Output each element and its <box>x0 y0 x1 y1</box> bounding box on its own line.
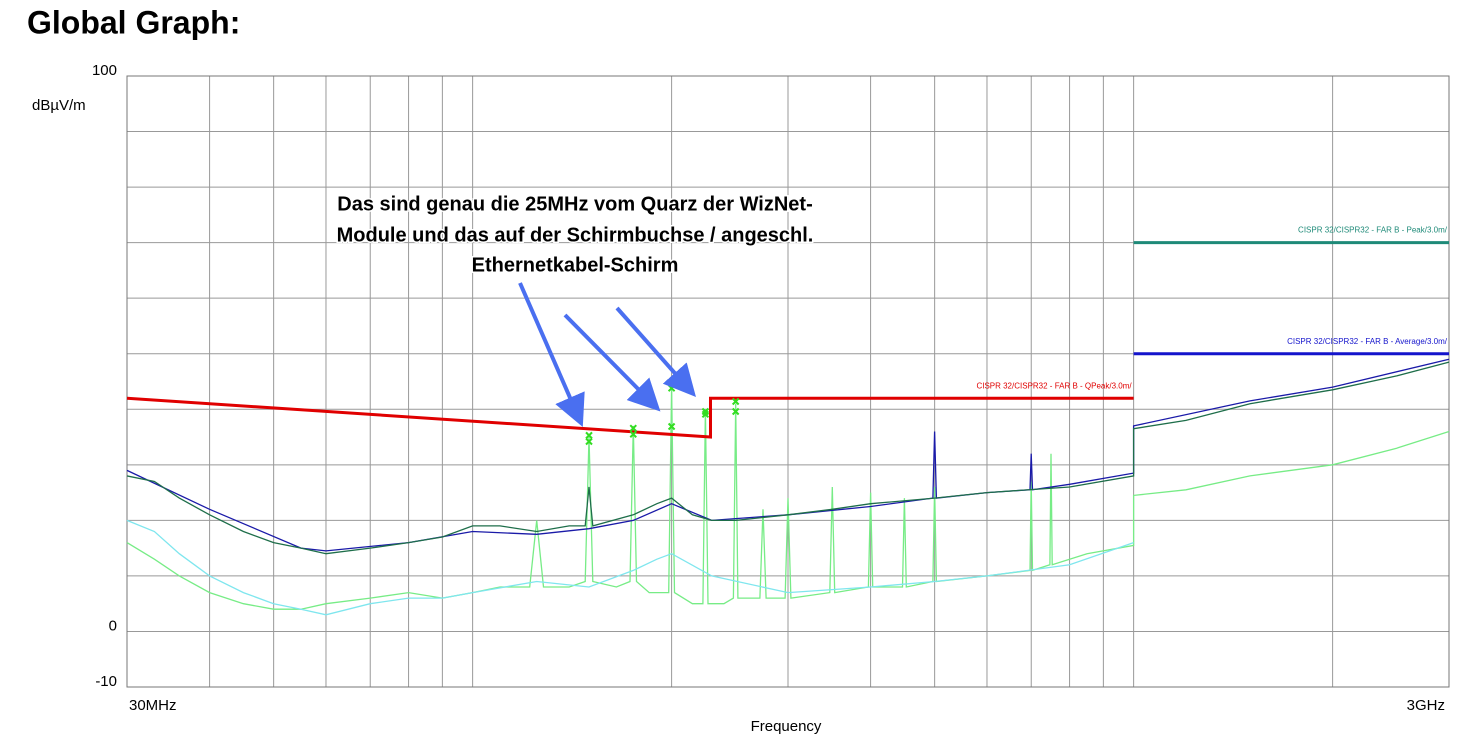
arrow <box>563 313 661 412</box>
y-tick-label: 100 <box>92 62 117 79</box>
page-title: Global Graph: <box>27 4 240 40</box>
marker <box>585 437 593 446</box>
y-tick-label: 0 <box>109 617 117 634</box>
limit-label: CISPR 32/CISPR32 - FAR B - QPeak/3.0m/ <box>976 381 1132 390</box>
marker <box>731 407 740 416</box>
marker <box>731 397 740 406</box>
annotation-arrows <box>518 282 696 427</box>
annotation-line: Ethernetkabel-Schirm <box>472 254 679 276</box>
x-axis-label: Frequency <box>751 718 822 735</box>
marker <box>585 431 593 440</box>
marker <box>629 430 637 438</box>
marker <box>629 424 637 432</box>
y-axis-unit: dBµV/m <box>32 97 86 114</box>
y-tick-label: -10 <box>95 673 117 690</box>
x-tick-label: 3GHz <box>1407 697 1445 714</box>
x-tick-label: 30MHz <box>129 697 177 714</box>
limit-line <box>126 396 1134 439</box>
plot-frame <box>126 75 1450 688</box>
plot-area: CISPR 32/CISPR32 - FAR B - QPeak/3.0m/CI… <box>126 75 1450 688</box>
arrow <box>615 306 696 397</box>
arrow <box>518 282 585 427</box>
limit-label: CISPR 32/CISPR32 - FAR B - Average/3.0m/ <box>1287 337 1448 346</box>
trace <box>126 519 1134 616</box>
marker <box>701 410 710 418</box>
trace <box>126 361 1450 555</box>
marker <box>667 422 676 431</box>
limit-label: CISPR 32/CISPR32 - FAR B - Peak/3.0m/ <box>1298 226 1448 235</box>
annotation-line: Module und das auf der Schirmbuchse / an… <box>337 224 814 246</box>
annotation-line: Das sind genau die 25MHz vom Quarz der W… <box>337 193 812 215</box>
